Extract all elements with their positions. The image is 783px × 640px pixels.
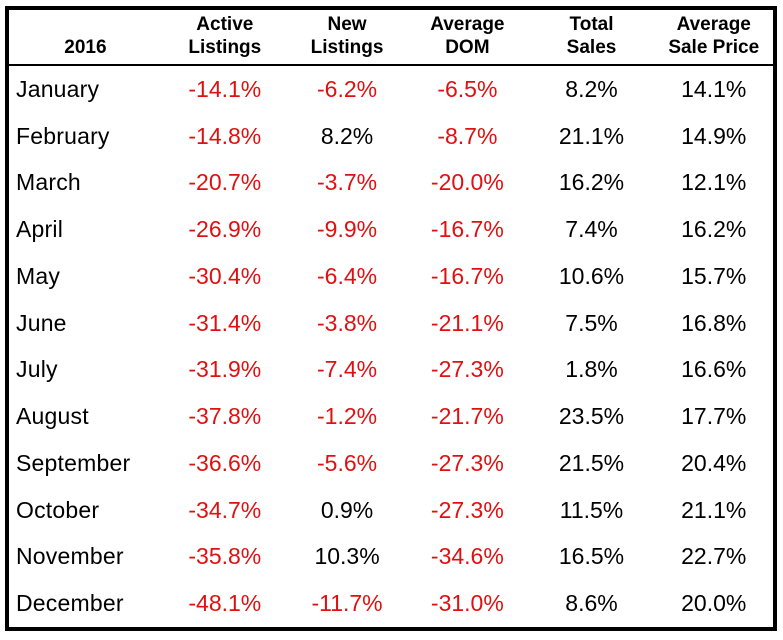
column-header-active-listings: Active Listings <box>188 13 262 58</box>
value-cell-new-listings: -6.2% <box>317 75 378 102</box>
value-cell-active-listings: -35.8% <box>188 543 262 570</box>
value-cell-total-sales: 21.5% <box>558 449 625 476</box>
value-cell-average-dom: -27.3% <box>430 449 504 476</box>
value-cell-average-dom: -16.7% <box>430 262 504 289</box>
month-label: October <box>16 496 100 523</box>
table-row: December -48.1% -11.7% -31.0% 8.6% 20.0% <box>9 580 773 627</box>
value-cell-average-dom: -27.3% <box>430 496 504 523</box>
table-row: May -30.4% -6.4% -16.7% 10.6% 15.7% <box>9 253 773 300</box>
value-cell-total-sales: 7.4% <box>565 216 618 243</box>
table-row: November -35.8% 10.3% -34.6% 16.5% 22.7% <box>9 534 773 581</box>
column-header-total-sales: Total Sales <box>566 13 617 58</box>
value-cell-total-sales: 7.5% <box>565 309 618 336</box>
value-cell-average-dom: -27.3% <box>430 356 504 383</box>
value-cell-total-sales: 10.6% <box>558 262 625 289</box>
value-cell-active-listings: -30.4% <box>188 262 262 289</box>
month-label: August <box>16 403 89 430</box>
value-cell-average-dom: -20.0% <box>430 169 504 196</box>
table-row: September -36.6% -5.6% -27.3% 21.5% 20.4% <box>9 440 773 487</box>
value-cell-average-dom: -31.0% <box>430 590 504 617</box>
month-label: May <box>16 262 61 289</box>
month-label: January <box>16 75 100 102</box>
value-cell-average-sale-price: 14.9% <box>681 122 747 149</box>
month-label: March <box>16 169 81 196</box>
value-cell-average-dom: -34.6% <box>430 543 504 570</box>
value-cell-average-sale-price: 16.8% <box>681 309 747 336</box>
table-row: August -37.8% -1.2% -21.7% 23.5% 17.7% <box>9 393 773 440</box>
value-cell-active-listings: -37.8% <box>188 403 262 430</box>
value-cell-active-listings: -14.8% <box>188 122 262 149</box>
table-row: April -26.9% -9.9% -16.7% 7.4% 16.2% <box>9 206 773 253</box>
value-cell-active-listings: -31.4% <box>188 309 262 336</box>
value-cell-new-listings: 10.3% <box>314 543 380 570</box>
column-header-new-listings: New Listings <box>310 13 384 58</box>
column-header-average-dom: Average DOM <box>430 13 505 58</box>
table-row: July -31.9% -7.4% -27.3% 1.8% 16.6% <box>9 347 773 394</box>
month-label: July <box>16 356 58 383</box>
table-row: June -31.4% -3.8% -21.1% 7.5% 16.8% <box>9 300 773 347</box>
monthly-stats-table: 2016 Active Listings New Listings Average DOM… <box>5 6 777 631</box>
value-cell-active-listings: -34.7% <box>188 496 262 523</box>
column-header-average-sale-price: Average Sale Price <box>668 13 760 58</box>
table-body: January -14.1% -6.2% -6.5% 8.2% 14.1% February… <box>9 66 773 627</box>
value-cell-total-sales: 1.8% <box>565 356 618 383</box>
value-cell-average-sale-price: 22.7% <box>681 543 747 570</box>
month-label: June <box>16 309 67 336</box>
month-label: February <box>16 122 110 149</box>
table-header-row: 2016 Active Listings New Listings Average DOM… <box>9 10 773 66</box>
value-cell-total-sales: 16.5% <box>558 543 625 570</box>
value-cell-active-listings: -36.6% <box>188 449 262 476</box>
value-cell-new-listings: 8.2% <box>320 122 374 149</box>
month-label: April <box>16 216 64 243</box>
value-cell-new-listings: -9.9% <box>317 216 378 243</box>
value-cell-average-dom: -8.7% <box>437 122 498 149</box>
table-row: January -14.1% -6.2% -6.5% 8.2% 14.1% <box>9 66 773 113</box>
value-cell-total-sales: 21.1% <box>558 122 625 149</box>
value-cell-average-sale-price: 15.7% <box>681 262 747 289</box>
value-cell-total-sales: 8.2% <box>565 75 618 102</box>
value-cell-new-listings: -3.8% <box>317 309 378 336</box>
value-cell-average-dom: -16.7% <box>430 216 504 243</box>
value-cell-average-sale-price: 16.6% <box>681 356 747 383</box>
value-cell-total-sales: 8.6% <box>565 590 618 617</box>
value-cell-average-sale-price: 21.1% <box>681 496 747 523</box>
year-header: 2016 <box>64 36 107 58</box>
value-cell-new-listings: -3.7% <box>317 169 378 196</box>
value-cell-total-sales: 11.5% <box>559 496 624 523</box>
value-cell-new-listings: 0.9% <box>320 496 374 523</box>
value-cell-average-sale-price: 12.1% <box>681 169 747 196</box>
value-cell-total-sales: 23.5% <box>558 403 625 430</box>
value-cell-average-sale-price: 16.2% <box>681 216 747 243</box>
value-cell-active-listings: -26.9% <box>188 216 262 243</box>
value-cell-new-listings: -6.4% <box>317 262 378 289</box>
month-label: November <box>16 543 124 570</box>
value-cell-average-sale-price: 20.0% <box>681 590 747 617</box>
value-cell-new-listings: -11.7% <box>311 590 383 617</box>
value-cell-active-listings: -20.7% <box>188 169 262 196</box>
value-cell-new-listings: -5.6% <box>317 449 378 476</box>
value-cell-average-dom: -21.1% <box>430 309 504 336</box>
value-cell-active-listings: -48.1% <box>188 590 262 617</box>
value-cell-active-listings: -14.1% <box>188 75 262 102</box>
value-cell-average-sale-price: 17.7% <box>681 403 747 430</box>
value-cell-total-sales: 16.2% <box>558 169 625 196</box>
table-row: October -34.7% 0.9% -27.3% 11.5% 21.1% <box>9 487 773 534</box>
month-label: December <box>16 590 124 617</box>
value-cell-average-dom: -21.7% <box>430 403 504 430</box>
value-cell-active-listings: -31.9% <box>188 356 262 383</box>
value-cell-average-sale-price: 20.4% <box>681 449 747 476</box>
value-cell-new-listings: -1.2% <box>317 403 378 430</box>
value-cell-average-dom: -6.5% <box>437 75 498 102</box>
value-cell-new-listings: -7.4% <box>317 356 378 383</box>
table-row: February -14.8% 8.2% -8.7% 21.1% 14.9% <box>9 113 773 160</box>
month-label: September <box>16 449 131 476</box>
table-row: March -20.7% -3.7% -20.0% 16.2% 12.1% <box>9 160 773 207</box>
value-cell-average-sale-price: 14.1% <box>681 75 747 102</box>
